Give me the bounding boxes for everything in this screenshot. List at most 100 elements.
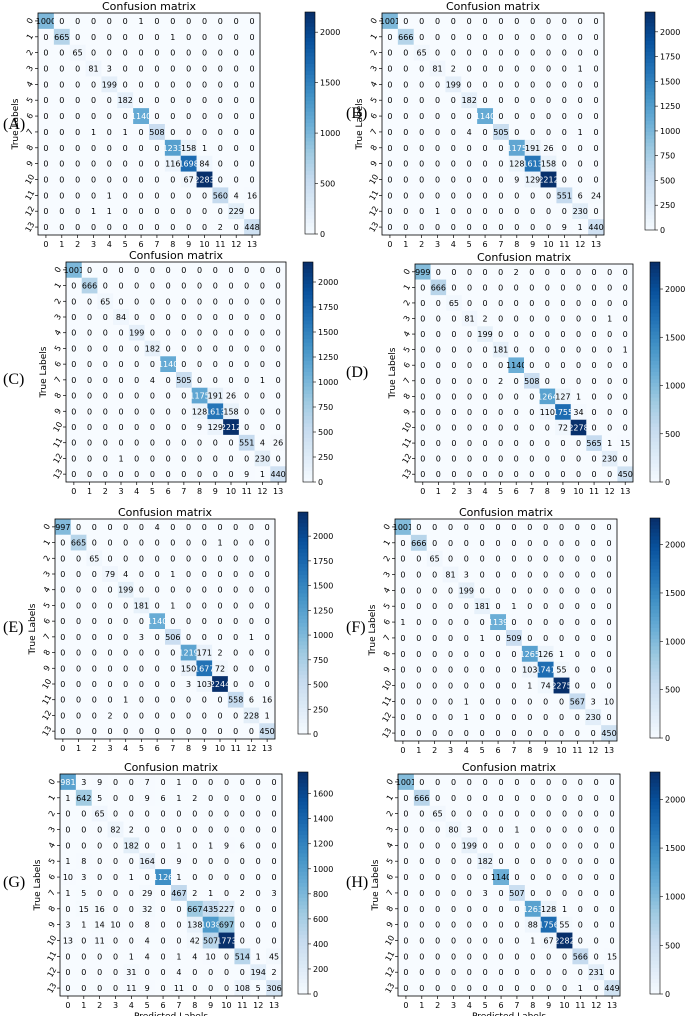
heatmap-cell: [128, 262, 145, 279]
colorbar-segment: [298, 656, 308, 661]
cell-value-label: 0: [546, 841, 551, 850]
cell-value-label: 0: [419, 921, 424, 930]
heatmap-cell: [117, 60, 134, 77]
cell-value-label: 0: [483, 223, 488, 232]
heatmap-cell: [180, 187, 197, 204]
cell-value-label: 72: [215, 664, 225, 673]
heatmap-cell: [493, 139, 510, 157]
cell-value-label: 0: [467, 17, 472, 26]
cell-value-label: 1: [202, 144, 207, 153]
cell-value-label: 4: [467, 128, 472, 137]
cell-value-label: 0: [233, 539, 238, 548]
cell-value-label: 8: [81, 857, 86, 866]
heatmap-cell: [413, 60, 430, 77]
cell-value-label: 0: [432, 634, 437, 643]
heatmap-cell: [493, 171, 510, 188]
cell-value-label: 0: [420, 330, 425, 339]
cell-value-label: 0: [562, 984, 567, 993]
cell-value-label: 0: [575, 555, 580, 564]
heatmap-cell: [413, 124, 430, 141]
heatmap-cell: [69, 139, 86, 157]
cell-value-label: 0: [545, 470, 550, 479]
cell-value-label: 0: [527, 697, 532, 706]
cell-value-label: 0: [464, 729, 469, 738]
cell-value-label: 0: [250, 160, 255, 169]
cell-value-label: 0: [186, 617, 191, 626]
cell-value-label: 0: [545, 299, 550, 308]
cell-value-label: 0: [202, 727, 207, 736]
heatmap-cell: [85, 108, 102, 125]
cell-value-label: 65: [89, 554, 99, 563]
heatmap-cell: [508, 28, 526, 46]
colorbar-segment: [303, 434, 313, 439]
cell-value-label: 0: [150, 297, 155, 306]
cell-value-label: 0: [202, 711, 207, 720]
cell-value-label: 0: [134, 360, 139, 369]
heatmap-cell: [413, 44, 430, 61]
cell-value-label: 0: [202, 128, 207, 137]
heatmap-cell: [493, 76, 510, 93]
cell-value-label: 0: [514, 128, 519, 137]
heatmap-cell: [101, 187, 118, 204]
colorbar-segment: [650, 580, 660, 585]
cell-value-label: 0: [451, 952, 456, 961]
heatmap-cell: [270, 324, 287, 341]
cell-value-label: 0: [76, 601, 81, 610]
colorbar-segment: [650, 540, 660, 545]
panel-label: (G): [3, 874, 25, 891]
heatmap-cell: [85, 139, 102, 157]
colorbar-segment: [305, 152, 315, 157]
colorbar-segment: [298, 685, 308, 690]
heatmap-cell: [588, 187, 605, 204]
heatmap-cell: [477, 139, 494, 157]
heatmap-cell: [128, 340, 145, 357]
cell-value-label: 0: [403, 65, 408, 74]
colorbar-segment: [645, 157, 655, 162]
cell-value-label: 4: [155, 523, 160, 532]
x-tick-label: 5: [139, 744, 144, 753]
cell-value-label: 2: [514, 268, 519, 277]
cell-value-label: 0: [170, 17, 175, 26]
cell-value-label: 0: [514, 33, 519, 42]
cell-value-label: 0: [233, 586, 238, 595]
cell-value-label: 0: [400, 682, 405, 691]
colorbar-segment: [650, 328, 660, 333]
cell-value-label: 0: [498, 283, 503, 292]
x-tick-label: 10: [556, 746, 566, 755]
cell-value-label: 0: [576, 315, 581, 324]
heatmap-cell: [180, 124, 197, 141]
heatmap-cell: [180, 155, 197, 172]
colorbar-segment: [303, 357, 313, 362]
y-tick-label: 3: [42, 570, 52, 579]
y-tick-label: 11: [381, 695, 394, 708]
cell-value-label: 0: [186, 554, 191, 563]
panel-label: (H): [346, 874, 368, 891]
cell-value-label: 0: [435, 191, 440, 200]
cell-value-label: 0: [527, 523, 532, 532]
heatmap-cell: [461, 60, 478, 77]
cell-value-label: 0: [451, 857, 456, 866]
colorbar-segment: [650, 857, 660, 862]
cell-value-label: 1001: [396, 778, 416, 787]
cell-value-label: 0: [483, 424, 488, 433]
cell-value-label: 697: [219, 921, 234, 930]
cell-value-label: 0: [202, 633, 207, 642]
colorbar-tick-label: 1750: [313, 557, 333, 566]
cell-value-label: 0: [436, 470, 441, 479]
y-tick-label: 4: [369, 80, 379, 89]
cell-value-label: 0: [218, 176, 223, 185]
heatmap-cell: [540, 187, 557, 204]
cell-value-label: 0: [107, 539, 112, 548]
colorbar-segment: [298, 783, 308, 788]
colorbar-segment: [303, 262, 313, 267]
heatmap-cell: [212, 124, 229, 141]
colorbar-segment: [298, 942, 308, 947]
cell-value-label: 0: [71, 439, 76, 448]
cell-value-label: 0: [514, 346, 519, 355]
cell-value-label: 1: [176, 952, 181, 961]
heatmap-cell: [556, 76, 573, 93]
heatmap-cell: [66, 262, 83, 279]
cell-value-label: 0: [480, 539, 485, 548]
cell-value-label: 0: [181, 266, 186, 275]
cell-value-label: 0: [123, 680, 128, 689]
